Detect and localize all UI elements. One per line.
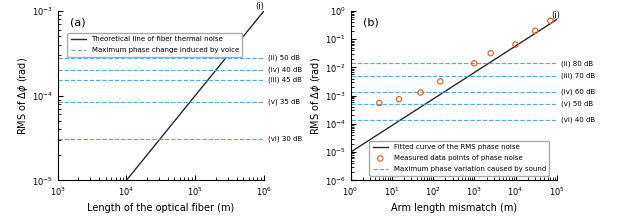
Text: (i): (i) <box>551 11 560 20</box>
Theoretical line of fiber thermal noise <box>223 55 230 58</box>
Maximum phase variation caused by sound <box>347 62 355 65</box>
Measured data points of phase noise <box>545 19 556 23</box>
Measured data points of phase noise <box>530 29 540 33</box>
Text: (vi) 40 dB: (vi) 40 dB <box>561 117 595 123</box>
Text: (ii) 50 dB: (ii) 50 dB <box>268 55 300 61</box>
Theoretical line of fiber thermal noise <box>255 16 263 18</box>
Y-axis label: RMS of $\Delta\phi$ (rad): RMS of $\Delta\phi$ (rad) <box>309 57 323 135</box>
Measured data points of phase noise <box>435 80 445 83</box>
Legend: Theoretical line of fiber thermal noise, Maximum phase change induced by voice: Theoretical line of fiber thermal noise,… <box>67 33 243 57</box>
X-axis label: Arm length mismatch (m): Arm length mismatch (m) <box>390 203 516 213</box>
Fitted curve of the RMS phase noise <box>445 88 452 90</box>
Text: (ii) 80 dB: (ii) 80 dB <box>561 60 593 67</box>
Fitted curve of the RMS phase noise <box>347 151 355 154</box>
Text: (b): (b) <box>363 18 379 28</box>
Text: (v) 50 dB: (v) 50 dB <box>561 101 593 107</box>
Text: (iii) 45 dB: (iii) 45 dB <box>268 76 302 83</box>
Text: (vi) 30 dB: (vi) 30 dB <box>268 136 302 142</box>
Theoretical line of fiber thermal noise <box>260 10 268 12</box>
Theoretical line of fiber thermal noise <box>165 126 173 129</box>
Text: (i): (i) <box>255 2 264 11</box>
Fitted curve of the RMS phase noise <box>458 79 466 82</box>
Measured data points of phase noise <box>469 62 479 65</box>
Measured data points of phase noise <box>511 43 521 46</box>
Measured data points of phase noise <box>486 51 496 55</box>
Fitted curve of the RMS phase noise <box>553 18 561 21</box>
Fitted curve of the RMS phase noise <box>516 42 524 45</box>
Text: (iii) 70 dB: (iii) 70 dB <box>561 73 595 79</box>
Text: (v) 35 dB: (v) 35 dB <box>268 98 300 105</box>
Measured data points of phase noise <box>374 101 385 105</box>
Text: (iv) 60 dB: (iv) 60 dB <box>561 88 595 95</box>
Line: Theoretical line of fiber thermal noise: Theoretical line of fiber thermal noise <box>58 11 264 220</box>
Fitted curve of the RMS phase noise <box>446 87 454 90</box>
Theoretical line of fiber thermal noise <box>177 113 184 115</box>
Text: (iv) 40 dB: (iv) 40 dB <box>268 67 302 73</box>
Measured data points of phase noise <box>415 91 426 94</box>
Line: Fitted curve of the RMS phase noise: Fitted curve of the RMS phase noise <box>351 19 557 152</box>
X-axis label: Length of the optical fiber (m): Length of the optical fiber (m) <box>87 203 234 213</box>
Measured data points of phase noise <box>394 97 404 101</box>
Theoretical line of fiber thermal noise <box>152 143 159 146</box>
Y-axis label: RMS of $\Delta\phi$ (rad): RMS of $\Delta\phi$ (rad) <box>16 57 30 135</box>
Fitted curve of the RMS phase noise <box>548 21 556 24</box>
Legend: Fitted curve of the RMS phase noise, Measured data points of phase noise, Maximu: Fitted curve of the RMS phase noise, Mea… <box>369 141 549 176</box>
Theoretical line of fiber thermal noise <box>153 141 161 144</box>
Text: (a): (a) <box>70 18 86 28</box>
Fitted curve of the RMS phase noise <box>470 72 477 75</box>
